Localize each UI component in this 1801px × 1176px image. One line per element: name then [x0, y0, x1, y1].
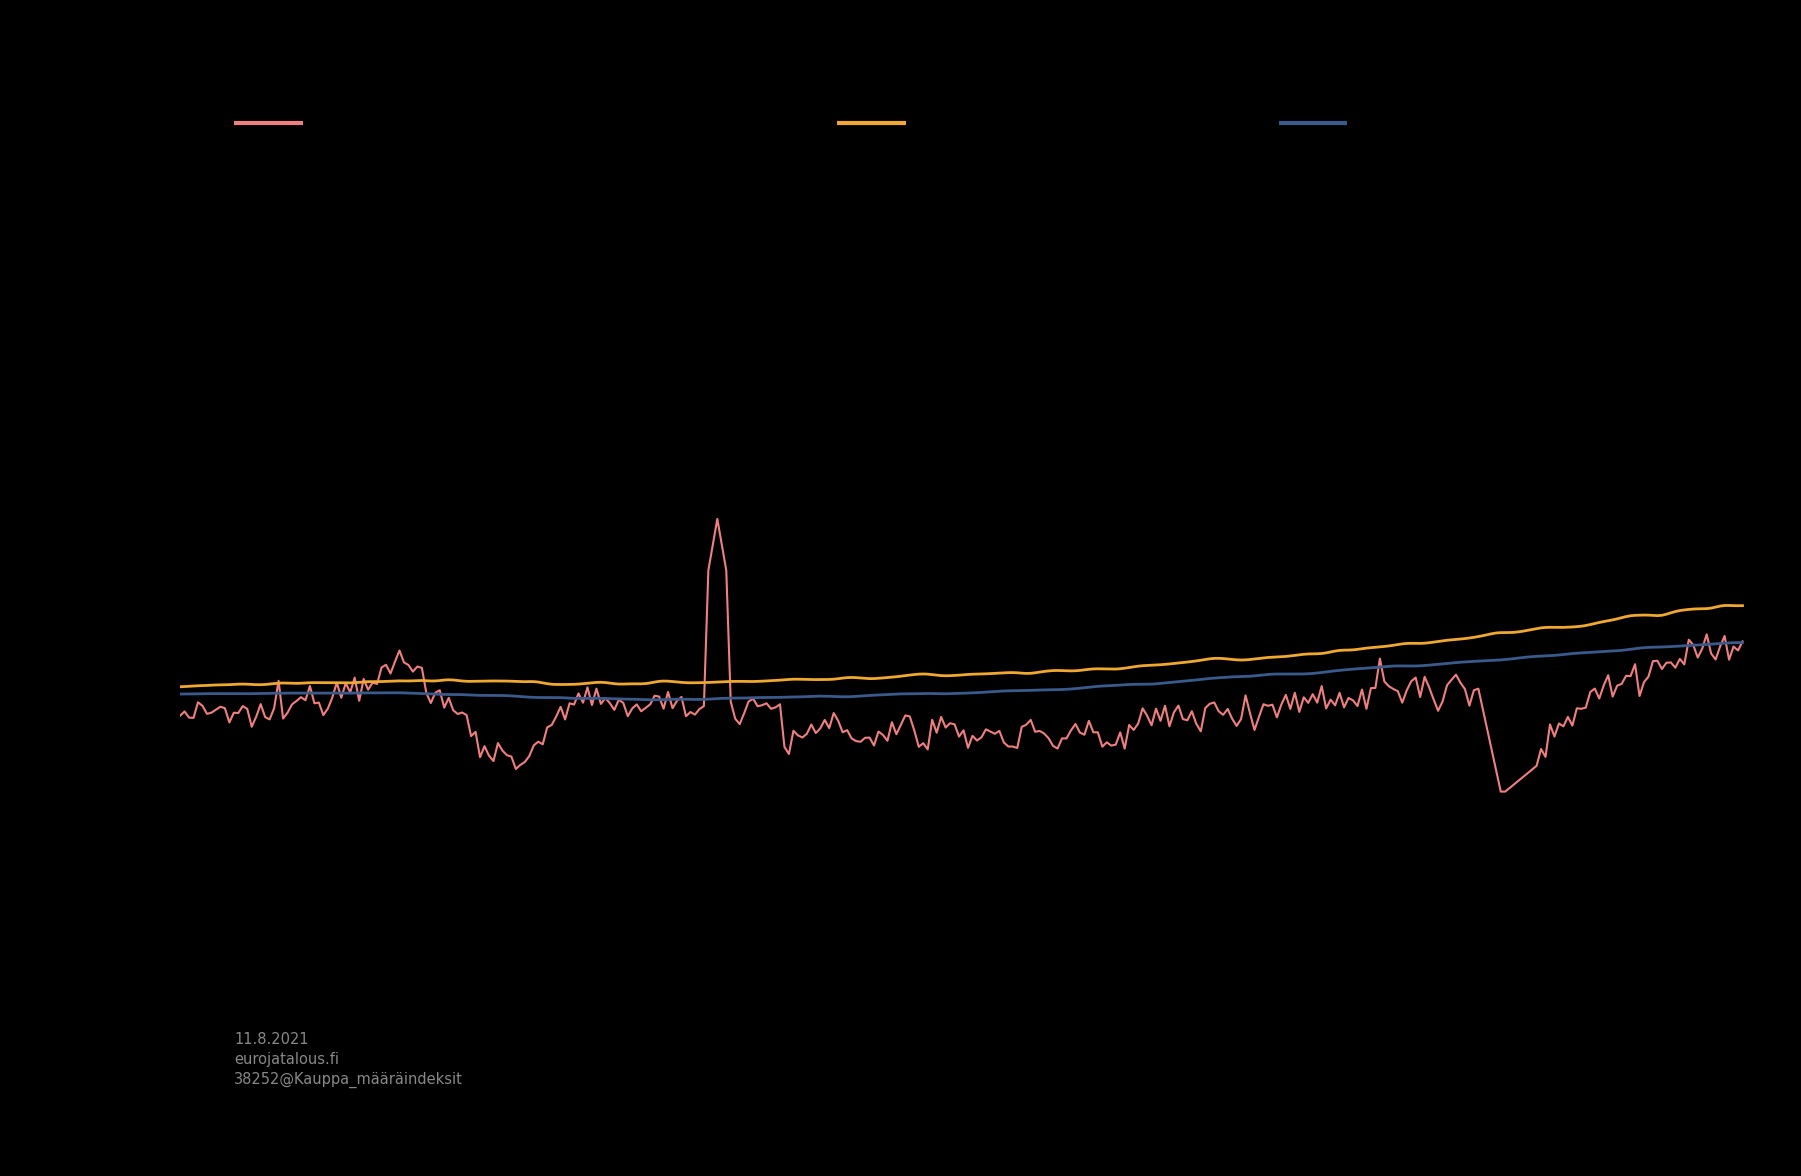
Text: 11.8.2021
eurojatalous.fi
38252@Kauppa_määräindeksit: 11.8.2021 eurojatalous.fi 38252@Kauppa_m… [234, 1033, 463, 1088]
